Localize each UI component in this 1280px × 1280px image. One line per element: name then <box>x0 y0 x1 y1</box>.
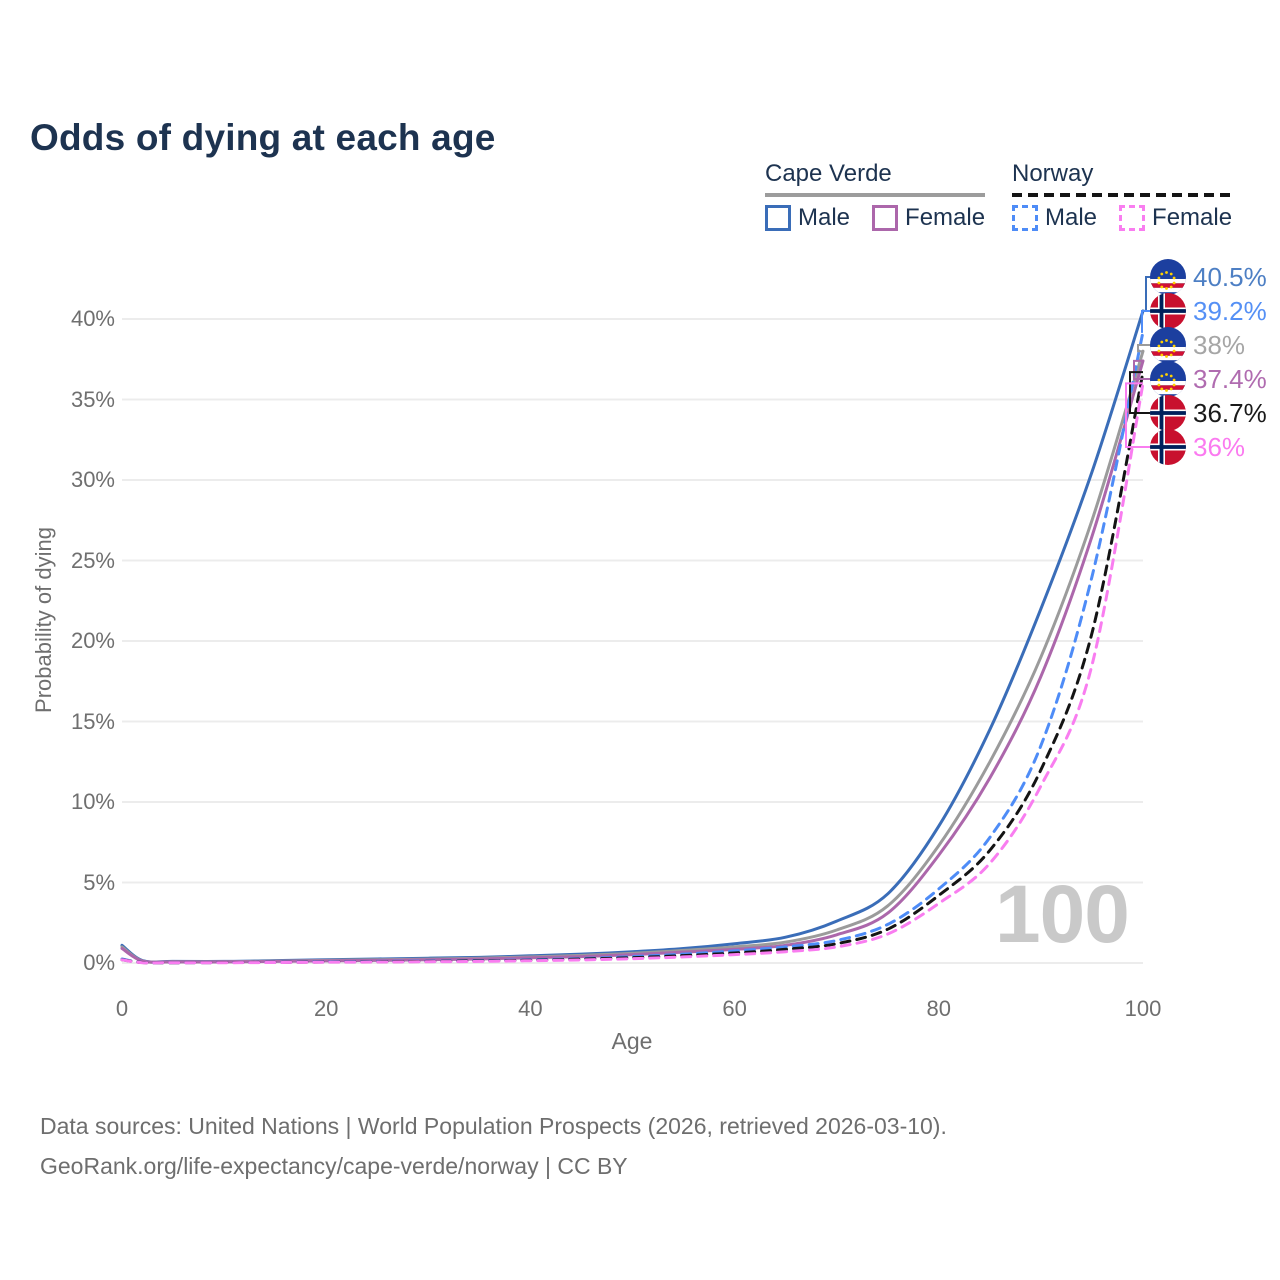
end-label-cape-verde-both-sexes: 38% <box>1150 327 1245 363</box>
end-label-value: 40.5% <box>1193 261 1267 292</box>
legend-country-label: Cape Verde <box>765 160 892 187</box>
page-title: Odds of dying at each age <box>30 116 496 158</box>
end-label-norway-female: 36% <box>1150 429 1245 465</box>
x-tick-label: 0 <box>115 996 129 1021</box>
y-tick-label: 10% <box>70 789 115 814</box>
cape-verde-flag-icon <box>1150 259 1186 295</box>
end-label-cape-verde-male: 40.5% <box>1150 259 1267 295</box>
end-label-value: 36.7% <box>1193 397 1267 428</box>
legend-item-norway-female[interactable]: Female <box>1119 204 1232 232</box>
legend-country-label: Norway <box>1012 160 1094 187</box>
end-label-value: 36% <box>1193 431 1246 462</box>
norway-flag-icon <box>1150 293 1186 329</box>
legend-item-norway-male[interactable]: Male <box>1012 204 1097 232</box>
y-tick-label: 5% <box>83 869 115 895</box>
y-tick-label: 15% <box>70 708 115 734</box>
legend-underline-norway <box>1012 193 1233 197</box>
line-style-swatch-icon <box>1012 205 1038 231</box>
y-tick-label: 25% <box>70 547 115 573</box>
end-label-value: 38% <box>1193 329 1246 360</box>
series-line-cape-verde-female[interactable] <box>120 359 1145 964</box>
end-label-connector <box>1129 371 1152 414</box>
end-label-connector <box>1141 310 1152 333</box>
y-tick-label: 40% <box>70 306 115 331</box>
footer: Data sources: United Nations | World Pop… <box>40 1106 947 1186</box>
x-tick-label: 20 <box>313 996 339 1021</box>
data-sources-text: Data sources: United Nations | World Pop… <box>40 1113 947 1139</box>
end-label-connector <box>1125 382 1152 448</box>
series-line-cape-verde-male[interactable] <box>120 309 1145 964</box>
y-tick-label: 20% <box>70 628 115 653</box>
x-axis-title: Age <box>611 1028 653 1054</box>
end-label-connector <box>1133 359 1152 380</box>
x-tick-label: 80 <box>926 996 952 1021</box>
series-line-cape-verde-both-sexes[interactable] <box>120 349 1145 964</box>
x-tick-label: 40 <box>518 996 543 1021</box>
cape-verde-flag-icon <box>1150 327 1186 363</box>
attribution-text: GeoRank.org/life-expectancy/cape-verde/n… <box>40 1153 628 1179</box>
line-style-swatch-icon <box>872 205 899 231</box>
series-line-norway-female[interactable] <box>120 381 1145 965</box>
y-tick-label: 0% <box>83 950 115 975</box>
end-label-norway-both-sexes: 36.7% <box>1150 395 1267 431</box>
end-label-norway-male: 39.2% <box>1150 293 1267 329</box>
y-tick-label: 30% <box>70 467 115 492</box>
cape-verde-flag-icon <box>1150 361 1186 397</box>
age-watermark: 100 <box>995 869 1130 960</box>
line-style-swatch-icon <box>1119 205 1146 231</box>
legend-group-cape-verde: Cape Verde Male Female <box>765 160 986 232</box>
series-line-norway-both-sexes[interactable] <box>120 370 1145 965</box>
y-tick-label: 35% <box>70 386 115 412</box>
x-tick-label: 100 <box>1124 996 1162 1021</box>
norway-flag-icon <box>1150 429 1186 465</box>
end-label-value: 37.4% <box>1193 363 1267 394</box>
legend-item-cape-verde-female[interactable]: Female <box>872 204 985 232</box>
line-style-swatch-icon <box>765 205 791 231</box>
legend-underline-cape-verde <box>765 193 986 197</box>
end-label-value: 39.2% <box>1193 295 1267 326</box>
end-label-connector <box>1137 344 1152 353</box>
end-label-cape-verde-female: 37.4% <box>1150 361 1267 397</box>
legend-item-cape-verde-male[interactable]: Male <box>765 204 850 232</box>
series-line-norway-male[interactable] <box>120 330 1145 965</box>
legend-group-norway: Norway Male Female <box>1012 160 1233 232</box>
norway-flag-icon <box>1150 395 1186 431</box>
x-tick-label: 60 <box>722 996 747 1021</box>
